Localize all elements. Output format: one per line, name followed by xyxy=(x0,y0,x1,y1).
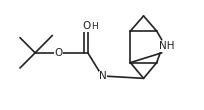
Text: O: O xyxy=(83,21,91,31)
Text: O: O xyxy=(54,48,63,58)
Text: NH: NH xyxy=(159,41,175,51)
Text: H: H xyxy=(91,22,98,31)
Text: N: N xyxy=(99,71,107,81)
